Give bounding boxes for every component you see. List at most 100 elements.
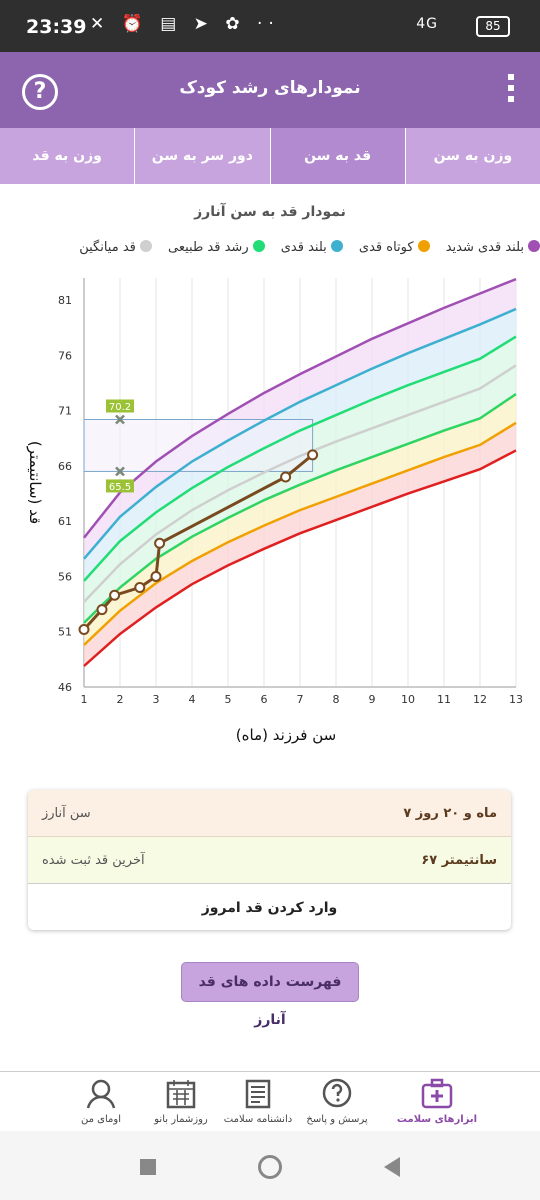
percentile-line [83,421,517,646]
percentile-line [83,335,517,582]
nav-profile[interactable]: اومای من [56,1076,146,1125]
legend-dot [139,240,152,252]
percentile-band [84,336,516,602]
legend-label: بلند قدی شدید [445,240,524,255]
percentile-line [83,364,517,603]
child-data-point [280,471,292,483]
child-data-point [78,624,90,636]
legend-dot [528,240,540,252]
percentile-band [84,365,516,623]
x-tick-label: 10 [401,693,415,706]
percentile-line [83,393,517,624]
y-tick-label: 66 [58,460,72,473]
last-height-label: آخرین قد ثبت شده [42,852,145,868]
nav-questions[interactable]: پرسش و پاسخ [292,1076,382,1125]
percentile-band [84,308,516,581]
legend-item: بلند قدی شدید [446,240,540,255]
app-header: ? نمودارهای رشد کودک [0,52,540,128]
nav-label: پرسش و پاسخ [306,1114,368,1125]
notification-icons: ✕ ⏰ ▤ ➤ ✿ ·· [90,14,280,34]
last-height-value: ۶۷ سانتیمتر [421,852,497,868]
legend-label: بلند قدی [280,240,327,255]
age-label: سن آنارز [42,805,91,821]
child-data-point [109,589,121,601]
y-tick-label: 81 [58,294,72,307]
child-data-point [134,582,146,594]
percentile-line [83,307,517,560]
calendar-icon [166,1080,196,1109]
first-aid-kit-icon [421,1078,453,1109]
y-tick-label: 61 [58,515,72,528]
bottom-navigation: ابزارهای سلامت پرسش و پاسخ دانشنامه سلام… [0,1071,540,1132]
child-data-point [96,604,108,616]
nav-label: ابزارهای سلامت [396,1114,478,1125]
x-tick-label: 12 [473,693,487,706]
annotation-label: 65.5 [109,482,131,493]
tab-head-circumference[interactable]: دور سر به سن [135,128,271,184]
nav-label: روزشمار بانو [154,1114,208,1125]
y-axis-title: قد (سانتیمتر) [26,441,44,524]
height-for-age-chart[interactable]: 70.265.51 2 3 4 5 6 7 8 9 10 11 12 13465156616671768… [0,270,540,760]
last-height-row: آخرین قد ثبت شده ۶۷ سانتیمتر [28,837,511,883]
y-tick-label: 51 [58,626,72,639]
percentile-line [83,277,517,539]
tab-height-for-age[interactable]: قد به سن [270,128,406,184]
legend-dot [252,240,265,252]
tab-weight-for-height[interactable]: وزن به قد [0,128,136,184]
system-navigation-bar [0,1131,540,1200]
legend-label: کوتاه قدی [358,240,414,255]
y-tick-label: 46 [58,681,72,694]
recent-apps-icon[interactable] [140,1159,156,1175]
tab-weight-for-age[interactable]: وزن به سن [433,148,513,164]
more-menu-icon[interactable] [508,74,516,106]
child-data-point [307,449,319,461]
x-axis-title: سن فرزند (ماه) [236,726,336,744]
percentile-line [83,449,517,667]
x-tick-label: 11 [437,693,451,706]
annotation-marker [115,414,125,425]
y-tick-label: 71 [58,405,72,418]
age-value: ۷ ماه و ۲۰ روز [403,805,497,821]
legend-item: قد میانگین [79,240,152,255]
legend-item: کوتاه قدی [359,240,430,255]
x-tick-label: 2 [117,693,124,706]
status-bar: 23:39 ✕ ⏰ ▤ ➤ ✿ ·· 4G 85 [0,0,540,52]
height-list-button[interactable]: فهرست داده های قد آنارز [181,962,359,1028]
annotation-badge [106,399,134,413]
y-tick-label: 76 [58,349,72,362]
x-tick-label: 4 [189,693,196,706]
annotation-marker [115,466,125,477]
chart-legend: بلند قدی شدید کوتاه قدی بلند قدی رشد قد … [0,240,540,262]
x-tick-label: 9 [369,693,376,706]
y-tick-label: 56 [58,570,72,583]
percentile-band [84,279,516,559]
enter-height-button[interactable]: وارد کردن قد امروز [28,883,511,930]
annotation-label: 70.2 [109,402,131,413]
status-time: 23:39 [26,16,87,38]
annotation-badge [106,479,134,493]
nav-encyclopedia[interactable]: دانشنامه سلامت [213,1076,303,1125]
legend-dot [417,240,430,252]
info-card: سن آنارز ۷ ماه و ۲۰ روز آخرین قد ثبت شده… [28,790,511,930]
percentile-band [84,422,516,666]
chart-tabs: وزن به قد دور سر به سن قد به سن وزن به س… [0,128,540,184]
encyclopedia-icon [245,1079,271,1109]
network-indicator: 4G [416,16,438,32]
child-data-point [150,570,162,582]
nav-label: دانشنامه سلامت [223,1114,293,1125]
home-icon[interactable] [258,1155,282,1179]
back-icon[interactable] [384,1157,400,1177]
legend-dot [330,240,343,252]
age-row: سن آنارز ۷ ماه و ۲۰ روز [28,790,511,837]
battery-icon: 85 [476,16,510,37]
nav-label: اومای من [81,1114,121,1125]
x-tick-label: 8 [333,693,340,706]
chart-title: نمودار قد به سن آنارز [194,204,346,220]
x-tick-label: 5 [225,693,232,706]
question-bubble-icon [322,1078,352,1108]
x-tick-label: 3 [153,693,160,706]
nav-health-tools[interactable]: ابزارهای سلامت [392,1076,482,1125]
x-tick-label: 13 [509,693,523,706]
nav-calendar[interactable]: روزشمار بانو [136,1076,226,1125]
help-icon[interactable]: ? [22,74,58,110]
